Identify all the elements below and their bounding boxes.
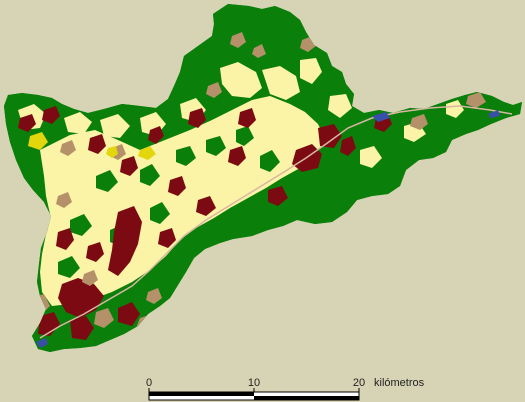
- scale-bar: 0 10 20 kilómetros: [146, 377, 425, 401]
- scale-bar-segment-2: [254, 396, 359, 400]
- water-bodies: [36, 110, 500, 348]
- scale-label-0: 0: [146, 377, 152, 389]
- scale-bar-segment-1: [149, 392, 254, 396]
- river-corridor: [39, 105, 513, 339]
- scale-unit-label: kilómetros: [374, 377, 425, 389]
- industrial-layer: [28, 132, 156, 160]
- scale-label-10: 10: [248, 377, 260, 389]
- forest-patches-layer: [58, 126, 280, 278]
- scale-label-20: 20: [353, 377, 365, 389]
